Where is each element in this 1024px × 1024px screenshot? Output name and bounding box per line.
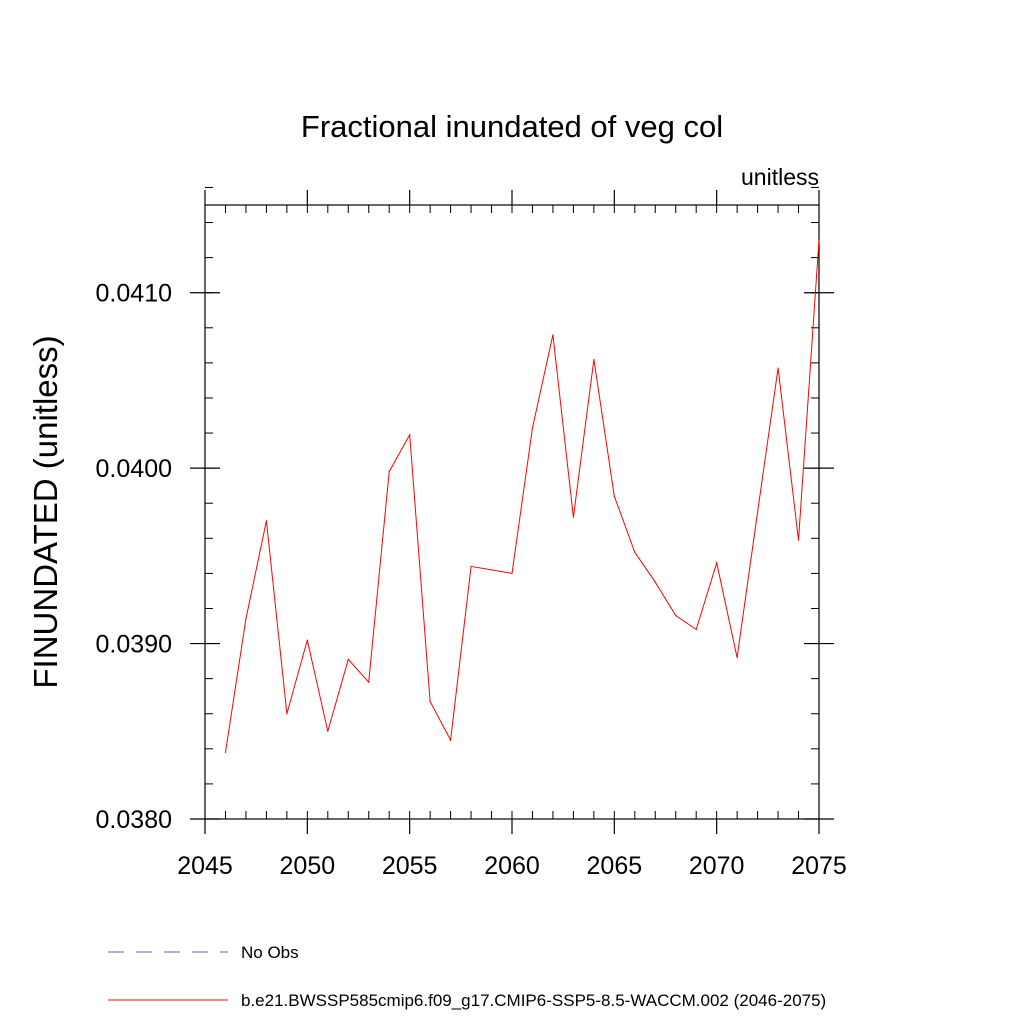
data-point [429, 700, 431, 703]
data-point [450, 739, 452, 741]
data-point [716, 562, 718, 564]
data-point [695, 628, 697, 631]
data-point [265, 520, 267, 522]
x-tick-label: 2065 [587, 852, 643, 880]
plot-series [224, 239, 820, 753]
x-tick-label: 2050 [280, 852, 336, 880]
chart-title: Fractional inundated of veg col [301, 109, 723, 144]
data-point [224, 751, 227, 753]
legend-label: b.e21.BWSSP585cmip6.f09_g17.CMIP6-SSP5-8… [241, 991, 826, 1010]
x-tick-label: 2075 [791, 852, 847, 880]
plot-frame [204, 204, 820, 820]
plot-axes: 0.0380 0.0390 0.0400 0.0410 2045 2050 2055 2060… [96, 186, 847, 880]
y-tick-label: 0.0410 [96, 280, 172, 308]
data-point [409, 434, 411, 436]
data-point [757, 511, 759, 513]
series-line [225, 240, 820, 753]
data-point [245, 618, 247, 620]
units-label: unitless [741, 164, 819, 190]
x-tick-label: 2070 [689, 852, 745, 880]
data-point [552, 334, 554, 336]
legend: No Obs b.e21.BWSSP585cmip6.f09_g17.CMIP6-… [108, 943, 826, 1010]
data-point [306, 639, 308, 641]
data-point [593, 358, 595, 360]
data-point [347, 658, 349, 660]
x-tick-label: 2060 [484, 852, 540, 880]
data-point [388, 471, 390, 473]
data-point [797, 539, 800, 541]
data-point [777, 367, 779, 369]
data-point [511, 572, 513, 575]
data-point [818, 239, 820, 241]
data-point [613, 495, 615, 497]
data-point [368, 681, 370, 683]
data-point [675, 614, 677, 617]
data-point [531, 427, 534, 429]
y-tick-label: 0.0400 [96, 455, 172, 483]
y-tick-label: 0.0380 [96, 806, 172, 834]
data-point [327, 730, 329, 732]
data-point [654, 581, 656, 583]
data-point [736, 657, 738, 659]
x-tick-label: 2055 [382, 852, 438, 880]
data-point [634, 551, 636, 553]
data-point [470, 565, 472, 567]
data-point [490, 569, 493, 571]
y-axis-label: FINUNDATED (unitless) [27, 335, 64, 688]
x-tick-label: 2045 [177, 852, 233, 880]
y-tick-label: 0.0390 [96, 631, 172, 659]
data-point [572, 516, 575, 518]
legend-label: No Obs [241, 943, 299, 962]
data-point [286, 713, 288, 715]
